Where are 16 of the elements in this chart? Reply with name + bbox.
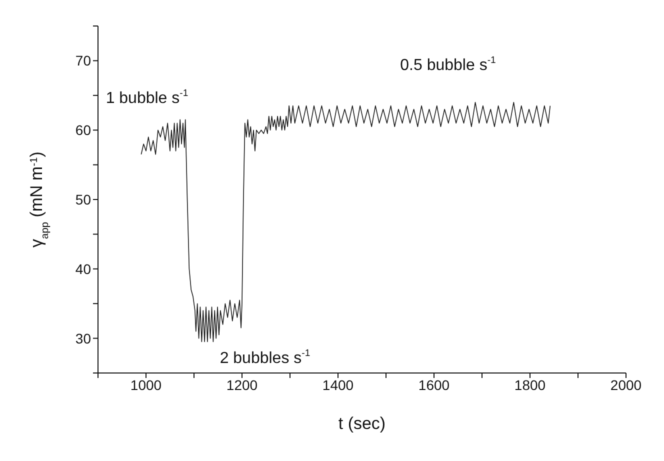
x-tick-label: 1600 (418, 376, 450, 393)
annotation: 2 bubbles s$^{-1}$ (220, 348, 310, 368)
x-tick-label: 1000 (130, 376, 162, 393)
x-tick-label: 2000 (610, 376, 642, 393)
annotation: 0.5 bubble s$^{-1}$ (400, 55, 496, 74)
y-tick-label: 50 (75, 191, 92, 208)
x-tick-label: 1400 (322, 376, 354, 393)
line-series (140, 102, 551, 342)
annotation: 1 bubble s$^{-1}$ (106, 88, 188, 108)
y-tick-label: 60 (75, 122, 92, 138)
y-tick-label: 40 (75, 260, 92, 277)
x-tick-label: 1200 (226, 376, 258, 393)
y-tick-label: 30 (75, 330, 92, 346)
y-tick-label: 70 (75, 52, 92, 69)
x-axis-title: t (sec) (338, 414, 386, 433)
x-tick-label: 1800 (514, 376, 546, 393)
